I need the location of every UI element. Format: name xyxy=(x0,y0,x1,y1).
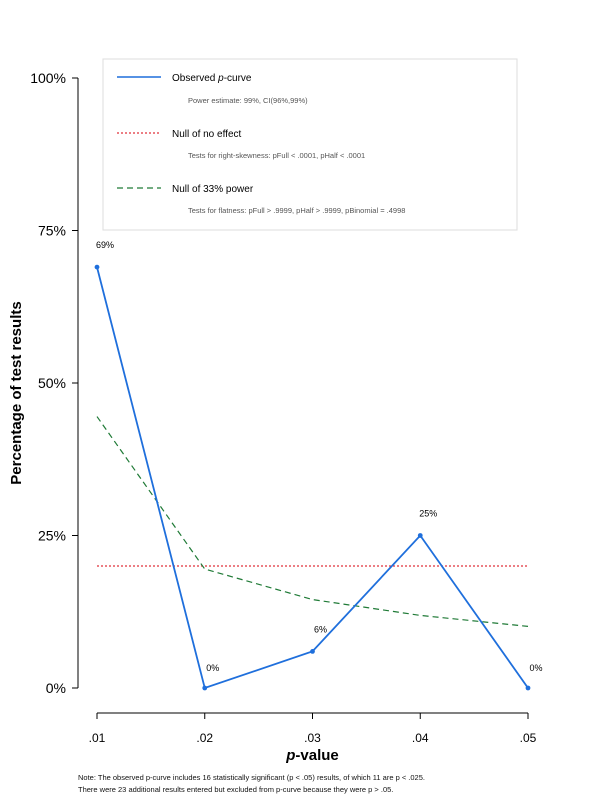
footnote-line-1: Note: The observed p-curve includes 16 s… xyxy=(78,773,425,782)
data-point xyxy=(94,264,100,270)
y-tick-label: 0% xyxy=(46,680,66,696)
series-layer: 69% 0% 6% 25% 0% xyxy=(94,240,543,691)
data-label: 0% xyxy=(529,663,542,673)
legend-detail-2: Tests for flatness: pFull > .9999, pHalf… xyxy=(188,206,405,215)
y-tick-label: 100% xyxy=(30,70,66,86)
series-line-2 xyxy=(96,416,529,627)
y-axis-label: Percentage of test results xyxy=(8,301,25,484)
data-point xyxy=(525,685,531,691)
data-label: 6% xyxy=(314,624,327,634)
x-axis-label-rest: -value xyxy=(295,747,338,764)
x-tick-label: .04 xyxy=(412,731,429,745)
x-axis-label-italic: p xyxy=(285,747,295,764)
x-tick-label: .02 xyxy=(196,731,213,745)
data-label: 69% xyxy=(96,240,114,250)
data-point xyxy=(202,685,208,691)
footnote-line-2: There were 23 additional results entered… xyxy=(78,785,394,794)
x-tick-label: .01 xyxy=(89,731,106,745)
legend-label-0: Observed p-curve xyxy=(172,73,252,84)
axes: 0% 25% 50% 75% 100% .01 .02 .03 .04 .05 p-value Per… xyxy=(8,70,537,764)
x-axis-label: p-value xyxy=(285,747,339,764)
legend-detail-1: Tests for right-skewness: pFull < .0001,… xyxy=(188,151,365,160)
series-line-0 xyxy=(96,266,529,690)
y-tick-label: 25% xyxy=(38,528,66,544)
data-point xyxy=(417,533,423,538)
legend: Observed p-curve Power estimate: 99%, CI(… xyxy=(102,58,518,231)
legend-detail-0: Power estimate: 99%, CI(96%,99%) xyxy=(188,96,308,105)
legend-label-1: Null of no effect xyxy=(172,129,242,140)
x-tick-label: .05 xyxy=(520,731,537,745)
legend-box xyxy=(102,58,518,231)
y-tick-label: 75% xyxy=(38,223,66,239)
x-tick-label: .03 xyxy=(304,731,321,745)
data-label: 25% xyxy=(419,509,437,519)
y-tick-label: 50% xyxy=(38,375,66,391)
data-label: 0% xyxy=(206,663,219,673)
data-point xyxy=(310,649,315,654)
legend-label-2: Null of 33% power xyxy=(172,184,254,195)
